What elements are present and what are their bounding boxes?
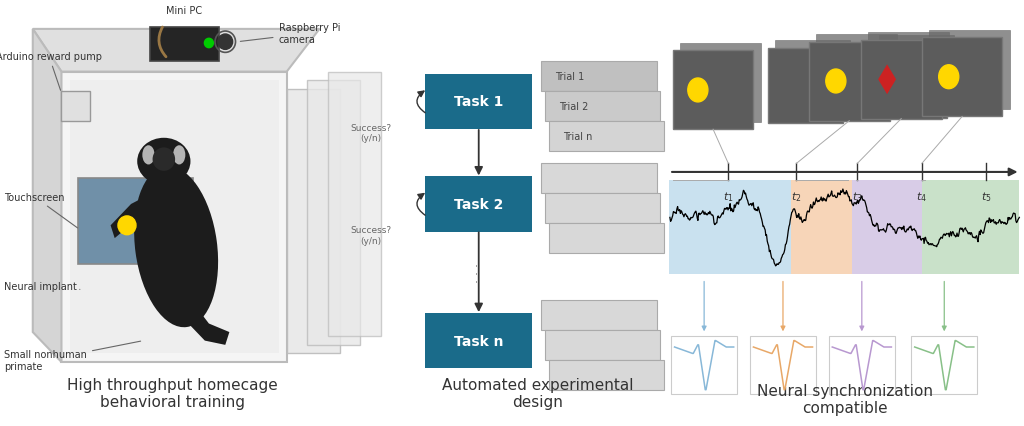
FancyArrowPatch shape <box>417 92 425 113</box>
Circle shape <box>825 70 846 94</box>
Circle shape <box>118 216 136 235</box>
Ellipse shape <box>153 148 175 172</box>
Text: Trial 2: Trial 2 <box>559 101 589 112</box>
Polygon shape <box>33 30 319 72</box>
FancyBboxPatch shape <box>545 330 660 360</box>
Text: Small nonhuman
primate: Small nonhuman primate <box>4 341 140 371</box>
Text: Task 2: Task 2 <box>454 198 504 211</box>
Text: $t_1$: $t_1$ <box>723 190 733 203</box>
FancyBboxPatch shape <box>61 72 287 362</box>
FancyBboxPatch shape <box>809 43 890 121</box>
Circle shape <box>205 39 213 49</box>
FancyBboxPatch shape <box>680 43 761 122</box>
FancyBboxPatch shape <box>542 62 656 92</box>
Polygon shape <box>111 192 156 239</box>
Ellipse shape <box>134 167 218 328</box>
FancyBboxPatch shape <box>542 164 656 194</box>
FancyBboxPatch shape <box>852 181 922 275</box>
Polygon shape <box>180 302 229 345</box>
FancyBboxPatch shape <box>78 179 193 264</box>
Text: Task n: Task n <box>454 334 504 348</box>
FancyBboxPatch shape <box>287 89 340 354</box>
Ellipse shape <box>173 146 185 165</box>
Text: Trial n: Trial n <box>563 131 593 141</box>
FancyBboxPatch shape <box>768 49 843 124</box>
Text: Automated experimental
design: Automated experimental design <box>441 377 634 409</box>
Text: $t_2$: $t_2$ <box>792 190 802 203</box>
Text: $t_3$: $t_3$ <box>852 190 862 203</box>
FancyBboxPatch shape <box>545 92 660 121</box>
Text: High throughput homecage
behavioral training: High throughput homecage behavioral trai… <box>67 377 278 409</box>
Text: $t_5$: $t_5$ <box>981 190 991 203</box>
FancyBboxPatch shape <box>328 72 381 337</box>
FancyBboxPatch shape <box>425 177 532 232</box>
Text: Touchscreen: Touchscreen <box>4 192 78 228</box>
Text: Success?
(y/n): Success? (y/n) <box>350 124 392 143</box>
FancyBboxPatch shape <box>70 81 279 354</box>
FancyBboxPatch shape <box>542 300 656 330</box>
FancyBboxPatch shape <box>929 31 1010 109</box>
FancyBboxPatch shape <box>150 28 219 62</box>
FancyBboxPatch shape <box>911 337 977 394</box>
FancyBboxPatch shape <box>828 337 895 394</box>
Circle shape <box>939 66 958 89</box>
FancyBboxPatch shape <box>549 121 665 151</box>
Ellipse shape <box>142 146 155 165</box>
FancyBboxPatch shape <box>868 33 948 112</box>
FancyBboxPatch shape <box>879 36 954 111</box>
FancyBboxPatch shape <box>922 181 1019 275</box>
FancyBboxPatch shape <box>425 75 532 130</box>
FancyBboxPatch shape <box>871 44 947 118</box>
FancyBboxPatch shape <box>307 81 360 345</box>
FancyBboxPatch shape <box>861 40 942 119</box>
Text: Arduino reward pump: Arduino reward pump <box>0 52 102 91</box>
Text: $t_4$: $t_4$ <box>916 190 928 203</box>
FancyArrowPatch shape <box>417 194 425 216</box>
Text: · · ·: · · · <box>472 263 485 282</box>
Polygon shape <box>33 30 61 362</box>
Text: Mini PC: Mini PC <box>166 6 203 16</box>
Text: Neural implant: Neural implant <box>4 282 80 292</box>
FancyBboxPatch shape <box>791 181 852 275</box>
FancyBboxPatch shape <box>61 92 90 121</box>
Text: Success?
(y/n): Success? (y/n) <box>350 226 392 245</box>
FancyBboxPatch shape <box>816 35 897 114</box>
FancyBboxPatch shape <box>750 337 816 394</box>
FancyBboxPatch shape <box>670 181 791 275</box>
FancyBboxPatch shape <box>425 313 532 368</box>
Text: Neural synchronization
compatible: Neural synchronization compatible <box>757 383 933 415</box>
Text: Trial 1: Trial 1 <box>555 72 585 82</box>
Circle shape <box>218 35 232 50</box>
FancyBboxPatch shape <box>549 224 665 253</box>
Polygon shape <box>879 65 896 95</box>
FancyBboxPatch shape <box>922 38 1002 117</box>
FancyBboxPatch shape <box>673 51 754 130</box>
FancyBboxPatch shape <box>545 194 660 224</box>
FancyBboxPatch shape <box>549 360 665 390</box>
Text: Raspberry Pi
camera: Raspberry Pi camera <box>241 23 340 45</box>
FancyBboxPatch shape <box>775 41 850 116</box>
Circle shape <box>688 79 708 103</box>
Text: Task 1: Task 1 <box>454 95 504 109</box>
FancyBboxPatch shape <box>671 337 737 394</box>
Ellipse shape <box>137 138 190 185</box>
